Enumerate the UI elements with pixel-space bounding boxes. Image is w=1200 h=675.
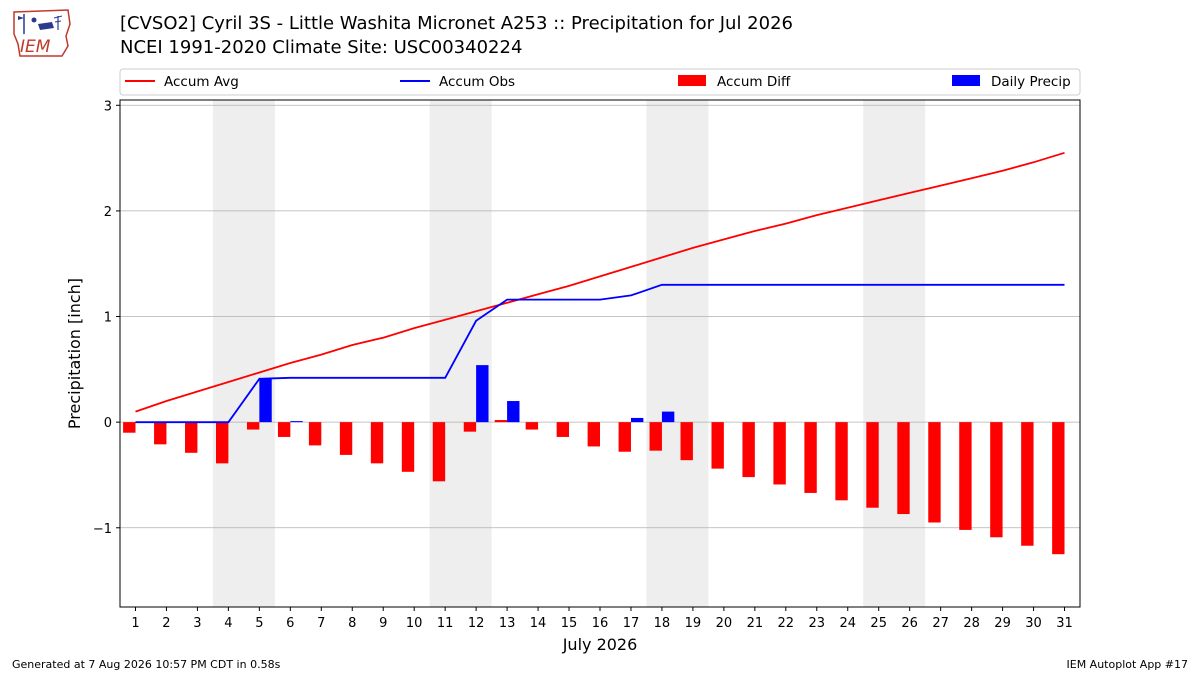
accum-diff-bar — [773, 422, 786, 485]
accum-diff-bar — [928, 422, 941, 523]
y-tick-label: 0 — [104, 416, 112, 431]
accum-diff-bar — [1021, 422, 1034, 546]
accum-diff-bar — [587, 422, 600, 447]
weekend-band — [429, 100, 492, 607]
x-tick-label: 13 — [499, 616, 516, 631]
chart-title-line2: NCEI 1991-2020 Climate Site: USC00340224 — [120, 37, 523, 58]
x-tick-label: 14 — [530, 616, 547, 631]
weekend-band — [212, 100, 275, 607]
accum-diff-bar — [990, 422, 1003, 538]
accum-diff-bar — [494, 420, 508, 423]
x-tick-label: 21 — [747, 616, 764, 631]
daily-precip-bar — [290, 421, 303, 423]
accum-diff-bar — [959, 422, 972, 530]
accum-diff-bar — [216, 422, 229, 464]
x-tick-label: 7 — [317, 616, 325, 631]
x-tick-label: 22 — [778, 616, 795, 631]
legend-daily-precip-label: Daily Precip — [991, 74, 1071, 90]
x-tick-label: 3 — [193, 616, 201, 631]
daily-precip-bar — [661, 411, 675, 423]
chart-title-line1: [CVSO2] Cyril 3S - Little Washita Micron… — [120, 13, 793, 34]
accum-diff-bar — [742, 422, 755, 478]
weekend-band — [863, 100, 926, 607]
accum-diff-bar — [401, 422, 415, 472]
autoplot-app-label: IEM Autoplot App #17 — [1066, 658, 1189, 671]
accum-diff-bar — [866, 422, 879, 508]
daily-precip-bar — [507, 401, 520, 423]
accum-diff-bar — [618, 422, 631, 452]
legend: Accum Avg Accum Obs Accum Diff Daily Precip — [119, 68, 1081, 96]
accum-diff-bar — [432, 422, 446, 482]
x-tick-label: 8 — [348, 616, 356, 631]
y-tick-label: 2 — [104, 205, 112, 220]
y-axis-label: Precipitation [inch] — [65, 278, 84, 429]
legend-accum-obs-label: Accum Obs — [439, 74, 515, 90]
accum-diff-bar — [556, 422, 570, 437]
x-tick-label: 20 — [716, 616, 733, 631]
x-tick-label: 24 — [839, 616, 856, 631]
accum-avg-line — [135, 151, 1065, 413]
accum-obs-line — [135, 283, 1065, 424]
x-tick-label: 1 — [131, 616, 139, 631]
daily-precip-bar — [259, 378, 272, 423]
x-tick-label: 6 — [286, 616, 294, 631]
accum-diff-bar — [370, 422, 384, 464]
legend-accum-diff-swatch — [678, 75, 706, 86]
x-tick-label: 10 — [406, 616, 423, 631]
legend-frame — [119, 68, 1081, 96]
daily-precip-bar — [476, 365, 489, 423]
accum-diff-bar — [649, 422, 662, 451]
accum-diff-bar — [308, 422, 322, 446]
accum-diff-bar — [339, 422, 353, 455]
y-tick-label: 3 — [104, 99, 112, 114]
x-tick-label: 19 — [685, 616, 702, 631]
svg-text:IEM: IEM — [20, 37, 51, 57]
legend-accum-diff-label: Accum Diff — [717, 74, 791, 90]
x-tick-label: 29 — [994, 616, 1011, 631]
accum-diff-bar — [1052, 422, 1065, 555]
accum-diff-bar — [711, 422, 724, 469]
accum-diff-bar — [680, 422, 693, 461]
iem-logo: IEM — [13, 9, 71, 57]
weekend-band — [646, 100, 709, 607]
x-tick-label: 15 — [561, 616, 578, 631]
accum-diff-bar — [804, 422, 817, 493]
x-tick-label: 30 — [1025, 616, 1042, 631]
x-tick-label: 31 — [1056, 616, 1073, 631]
x-tick-label: 23 — [809, 616, 826, 631]
x-tick-label: 26 — [901, 616, 918, 631]
y-tick-label: 1 — [104, 311, 112, 326]
x-tick-label: 5 — [255, 616, 263, 631]
x-tick-label: 17 — [623, 616, 640, 631]
generated-timestamp: Generated at 7 Aug 2026 10:57 PM CDT in … — [12, 658, 281, 671]
accum-diff-bar — [123, 422, 136, 433]
accum-diff-bar — [463, 422, 477, 432]
x-tick-label: 12 — [468, 616, 485, 631]
accum-diff-bar — [835, 422, 848, 501]
x-tick-label: 9 — [379, 616, 387, 631]
x-tick-label: 28 — [963, 616, 980, 631]
legend-accum-avg-label: Accum Avg — [164, 74, 239, 90]
x-axis-label: July 2026 — [562, 635, 638, 654]
x-tick-label: 4 — [224, 616, 232, 631]
accum-diff-bar — [277, 422, 291, 437]
daily-precip-bar — [630, 417, 644, 423]
chart-title: [CVSO2] Cyril 3S - Little Washita Micron… — [120, 12, 793, 60]
legend-daily-precip-swatch — [952, 75, 980, 86]
y-tick-label: −1 — [93, 522, 112, 537]
x-tick-label: 27 — [932, 616, 949, 631]
x-tick-label: 16 — [592, 616, 609, 631]
accum-diff-bar — [246, 422, 260, 430]
accum-diff-bar — [154, 422, 167, 445]
x-tick-label: 18 — [654, 616, 671, 631]
accum-diff-bar — [185, 422, 198, 453]
x-tick-label: 2 — [162, 616, 170, 631]
accum-diff-bar — [525, 422, 539, 430]
x-tick-label: 25 — [870, 616, 887, 631]
accum-diff-bar — [897, 422, 910, 515]
x-tick-label: 11 — [437, 616, 454, 631]
